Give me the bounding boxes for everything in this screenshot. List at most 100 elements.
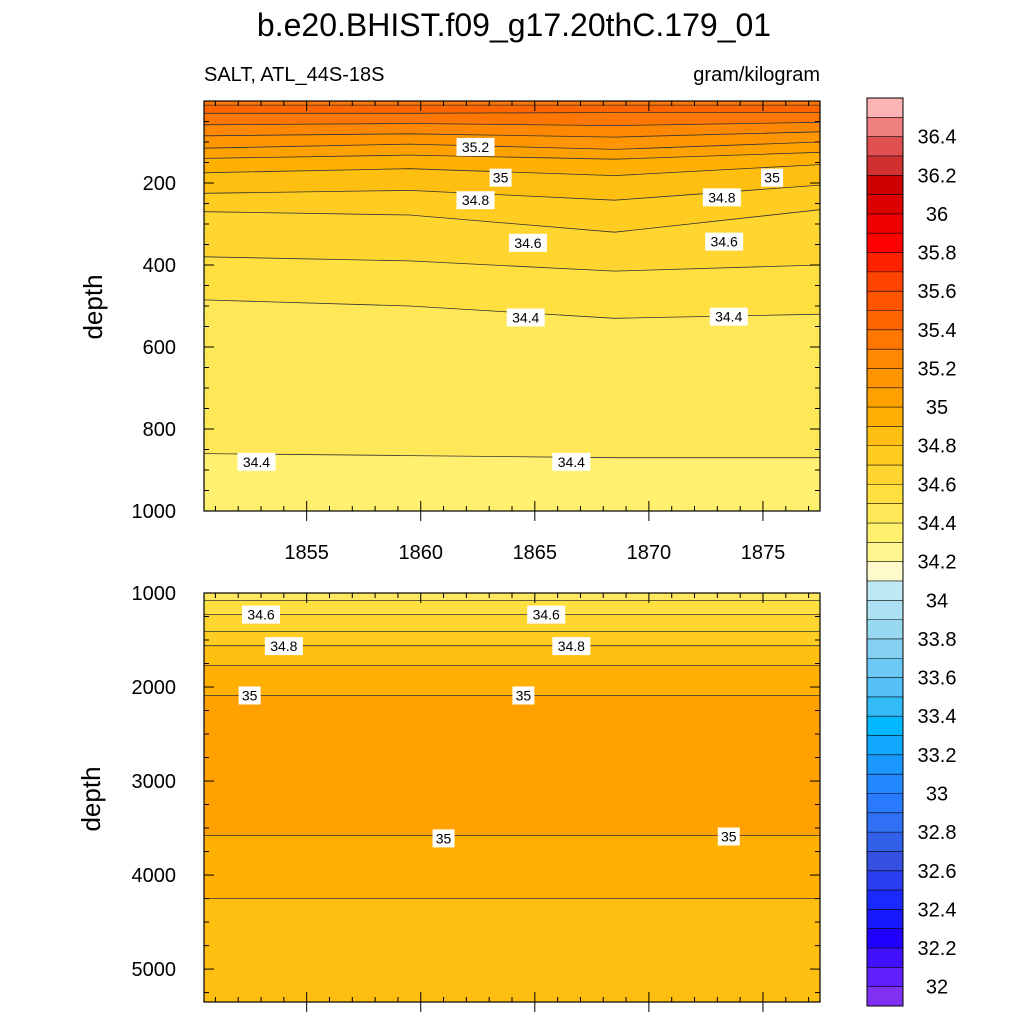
contour-label: 34.4	[512, 309, 539, 325]
salinity-band	[204, 453, 820, 511]
y-tick-label: 600	[143, 337, 176, 359]
contour-label-box	[705, 232, 744, 251]
colorbar-swatch	[867, 793, 903, 814]
contour-line	[203, 164, 821, 177]
colorbar-swatch	[867, 445, 903, 466]
colorbar-label: 33	[926, 783, 948, 805]
colorbar-label: 33.2	[918, 745, 957, 767]
colorbar-swatch	[867, 986, 903, 1007]
contour-line	[203, 141, 821, 150]
contour-label-box	[717, 827, 740, 846]
y-tick-label: 4000	[132, 865, 177, 887]
contour-label-box	[242, 605, 281, 624]
contour-label: 34.8	[558, 638, 585, 654]
colorbar-swatch	[867, 870, 903, 891]
colorbar-swatch	[867, 407, 903, 427]
colorbar-swatch	[867, 175, 903, 195]
colorbar-label: 34.4	[918, 513, 957, 535]
colorbar-swatch	[867, 928, 903, 949]
colorbar-swatch	[867, 349, 903, 369]
y-tick-label: 200	[143, 173, 176, 195]
units-string: gram/kilogram	[693, 64, 820, 86]
contour-label-box	[527, 605, 566, 624]
contour-line	[203, 209, 821, 233]
colorbar-swatch	[867, 426, 903, 447]
contour-label-box	[237, 452, 276, 471]
contour-label: 34.8	[708, 189, 735, 205]
y-tick-label: 2000	[132, 677, 177, 699]
colorbar-label: 36.4	[918, 127, 957, 149]
colorbar-swatch	[867, 909, 903, 930]
contour-label: 34.4	[243, 454, 270, 470]
colorbar-label: 35.6	[918, 281, 957, 303]
contour-label: 35	[721, 829, 737, 845]
y-axis-label-upper: depth	[78, 274, 108, 339]
y-tick-label: 1000	[132, 583, 177, 605]
colorbar-swatch	[867, 948, 903, 968]
contour-label-box	[456, 191, 495, 210]
contour-label-box	[552, 452, 591, 471]
colorbar-swatch	[867, 638, 903, 659]
contour-line	[203, 151, 821, 160]
colorbar-swatch	[867, 387, 903, 408]
y-axis-label-lower: depth	[76, 766, 106, 831]
contour-label-box	[432, 829, 455, 848]
colorbar-swatch	[867, 271, 903, 292]
colorbar-swatch	[867, 503, 903, 524]
colorbar-label: 32.8	[918, 822, 957, 844]
contour-label: 34.6	[711, 234, 738, 250]
colorbar-frame	[866, 97, 904, 1007]
y-tick-label: 5000	[132, 959, 177, 981]
colorbar-label: 35.8	[918, 243, 957, 265]
contour-label: 35	[516, 687, 532, 703]
colorbar-label: 35	[926, 397, 948, 419]
colorbar-swatch	[867, 561, 903, 582]
colorbar-swatch	[867, 774, 903, 794]
colorbar-swatch	[867, 677, 903, 698]
colorbar-swatch	[867, 619, 903, 640]
colorbar-swatch	[867, 523, 903, 543]
colorbar-swatch	[867, 329, 903, 350]
colorbar-swatch	[867, 890, 903, 910]
contour-label: 34.4	[715, 309, 742, 325]
contour-label: 34.6	[514, 235, 541, 251]
colorbar-label: 33.4	[918, 706, 957, 728]
colorbar-label: 35.4	[918, 320, 957, 342]
contour-label: 34.8	[270, 638, 297, 654]
colorbar-swatch	[867, 465, 903, 485]
colorbar-swatch	[867, 967, 903, 987]
colorbar-label: 33.6	[918, 668, 957, 690]
colorbar-swatch	[867, 696, 903, 717]
contour-label-box	[264, 637, 303, 656]
colorbar-label: 35.2	[918, 358, 957, 380]
contour-label-box	[512, 686, 535, 705]
left-string: SALT, ATL_44S-18S	[204, 64, 384, 86]
colorbar-swatch	[867, 213, 903, 234]
contour-label: 35	[436, 830, 452, 846]
y-tick-label: 1000	[132, 501, 177, 523]
colorbar-swatch	[867, 117, 903, 137]
colorbar-swatch	[867, 754, 903, 775]
colorbar-swatch	[867, 658, 903, 678]
colorbar-swatch	[867, 735, 903, 756]
contour-line	[203, 121, 821, 127]
colorbar-swatch	[867, 155, 903, 176]
colorbar-label: 33.8	[918, 629, 957, 651]
x-tick-label: 1855	[284, 542, 329, 564]
colorbar-label: 32.6	[918, 861, 957, 883]
colorbar-swatch	[867, 716, 903, 736]
colorbar-label: 34	[926, 590, 948, 612]
contour-label-box	[508, 233, 547, 252]
colorbar-label: 34.8	[918, 436, 957, 458]
colorbar-swatch	[867, 812, 903, 833]
colorbar-swatch	[867, 851, 903, 872]
contour-label-box	[552, 637, 591, 656]
x-tick-label: 1870	[627, 542, 672, 564]
contour-label: 35	[242, 687, 258, 703]
y-tick-label: 3000	[132, 771, 177, 793]
x-tick-label: 1875	[741, 542, 786, 564]
contour-label-box	[238, 686, 261, 705]
contour-label: 35	[764, 170, 780, 186]
colorbar-label: 36.2	[918, 165, 957, 187]
